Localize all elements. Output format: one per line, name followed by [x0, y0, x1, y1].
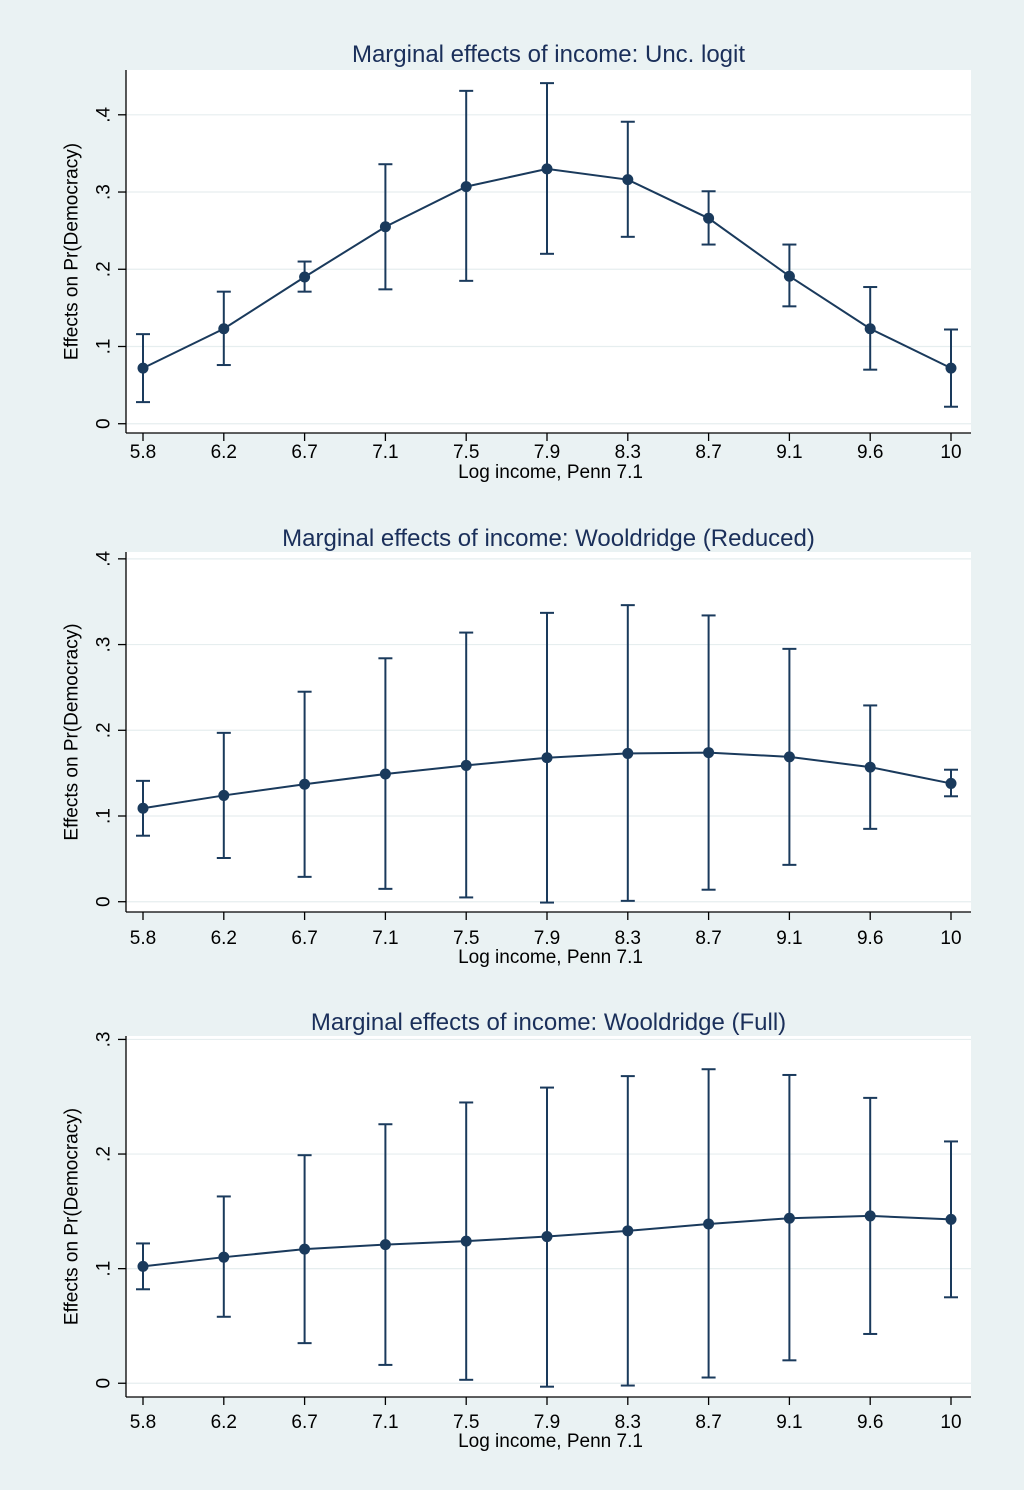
x-tick-label-7: 8.7	[695, 928, 721, 949]
data-point-4	[460, 759, 472, 771]
x-tick-label-7: 8.7	[695, 1412, 721, 1433]
data-point-10	[945, 777, 957, 789]
x-tick-label-6: 8.3	[615, 442, 641, 463]
x-tick-label-5: 7.9	[534, 1412, 560, 1433]
data-point-8	[783, 751, 795, 763]
x-tick-label-2: 6.7	[291, 1412, 317, 1433]
x-tick-label-0: 5.8	[130, 442, 156, 463]
plot-area	[126, 70, 971, 433]
y-tick-label-1: .1	[94, 1261, 115, 1277]
data-point-4	[460, 1235, 472, 1247]
data-point-9	[864, 323, 876, 335]
x-tick-label-0: 5.8	[130, 928, 156, 949]
data-point-7	[703, 1218, 715, 1230]
x-tick-label-5: 7.9	[534, 928, 560, 949]
data-point-10	[945, 1213, 957, 1225]
x-tick-label-9: 9.6	[857, 928, 883, 949]
y-axis-label: Effects on Pr(Democracy)	[62, 1108, 83, 1325]
y-tick-label-0: 0	[94, 896, 115, 907]
x-tick-label-10: 10	[940, 1412, 961, 1433]
panel-wooldridge-reduced: 0 .1 .2 .3 .4 5.8 6.2 6.7 7.1 7.5 7.9 8.3 8.7 9.1 9.6 1…	[62, 525, 971, 968]
panel-title: Marginal effects of income: Unc. logit	[352, 41, 745, 68]
data-point-2	[299, 778, 311, 790]
panel-unc-logit: 0 .1 .2 .3 .4 5.8 6.2 6.7 7.1 7.5 7.9 8.3 8.7 9.1 9.6 1…	[62, 41, 971, 483]
data-point-8	[783, 270, 795, 282]
y-tick-label-0: 0	[94, 1378, 115, 1389]
x-tick-label-1: 6.2	[211, 928, 237, 949]
x-tick-label-0: 5.8	[130, 1412, 156, 1433]
data-point-0	[137, 802, 149, 814]
data-point-3	[379, 768, 391, 780]
data-point-5	[541, 752, 553, 764]
data-point-0	[137, 362, 149, 374]
x-tick-label-3: 7.1	[372, 442, 398, 463]
data-point-1	[218, 323, 230, 335]
x-tick-label-10: 10	[940, 442, 961, 463]
y-tick-label-3: .3	[94, 1032, 115, 1048]
x-tick-label-8: 9.1	[776, 442, 802, 463]
data-point-9	[864, 1210, 876, 1222]
y-tick-label-4: .4	[94, 551, 115, 567]
panel-title: Marginal effects of income: Wooldridge (…	[282, 525, 815, 552]
data-point-5	[541, 1231, 553, 1243]
data-point-5	[541, 163, 553, 175]
x-tick-label-2: 6.7	[291, 928, 317, 949]
x-tick-label-8: 9.1	[776, 928, 802, 949]
x-tick-label-9: 9.6	[857, 442, 883, 463]
y-tick-label-3: .3	[94, 184, 115, 200]
x-tick-label-9: 9.6	[857, 1412, 883, 1433]
y-tick-label-1: .1	[94, 808, 115, 824]
x-tick-label-1: 6.2	[211, 1412, 237, 1433]
x-tick-label-4: 7.5	[453, 928, 479, 949]
data-point-0	[137, 1260, 149, 1272]
y-tick-label-0: 0	[94, 418, 115, 429]
x-axis-label: Log income, Penn 7.1	[458, 1431, 643, 1452]
data-point-2	[299, 1243, 311, 1255]
x-tick-label-3: 7.1	[372, 928, 398, 949]
x-tick-label-7: 8.7	[695, 442, 721, 463]
x-tick-label-4: 7.5	[453, 442, 479, 463]
y-axis-label: Effects on Pr(Democracy)	[62, 143, 83, 360]
y-tick-label-2: .2	[94, 722, 115, 738]
data-point-1	[218, 789, 230, 801]
data-point-1	[218, 1251, 230, 1263]
x-tick-label-4: 7.5	[453, 1412, 479, 1433]
y-tick-label-4: .4	[94, 106, 115, 122]
x-tick-label-2: 6.7	[291, 442, 317, 463]
data-point-3	[379, 221, 391, 233]
data-point-6	[622, 747, 634, 759]
panel-title: Marginal effects of income: Wooldridge (…	[311, 1009, 786, 1036]
data-point-6	[622, 174, 634, 186]
x-tick-label-1: 6.2	[211, 442, 237, 463]
x-tick-label-6: 8.3	[615, 1412, 641, 1433]
y-tick-label-1: .1	[94, 339, 115, 355]
data-point-6	[622, 1225, 634, 1237]
y-axis-label: Effects on Pr(Democracy)	[62, 623, 83, 840]
y-tick-label-2: .2	[94, 261, 115, 277]
x-axis-label: Log income, Penn 7.1	[458, 947, 643, 968]
y-tick-label-3: .3	[94, 637, 115, 653]
data-point-2	[299, 271, 311, 283]
y-tick-label-2: .2	[94, 1146, 115, 1162]
x-tick-label-3: 7.1	[372, 1412, 398, 1433]
data-point-7	[703, 212, 715, 224]
x-axis-label: Log income, Penn 7.1	[458, 462, 643, 483]
data-point-9	[864, 761, 876, 773]
panel-wooldridge-full: 0 .1 .2 .3 5.8 6.2 6.7 7.1 7.5 7.9 8.3 8.7 9.1 9.6 10 M…	[62, 1009, 971, 1452]
x-tick-label-8: 9.1	[776, 1412, 802, 1433]
data-point-10	[945, 362, 957, 374]
plot-area	[126, 552, 971, 912]
data-point-3	[379, 1239, 391, 1251]
x-tick-label-10: 10	[940, 928, 961, 949]
x-tick-label-6: 8.3	[615, 928, 641, 949]
data-point-7	[703, 747, 715, 759]
data-point-4	[460, 181, 472, 193]
x-tick-label-5: 7.9	[534, 442, 560, 463]
data-point-8	[783, 1212, 795, 1224]
